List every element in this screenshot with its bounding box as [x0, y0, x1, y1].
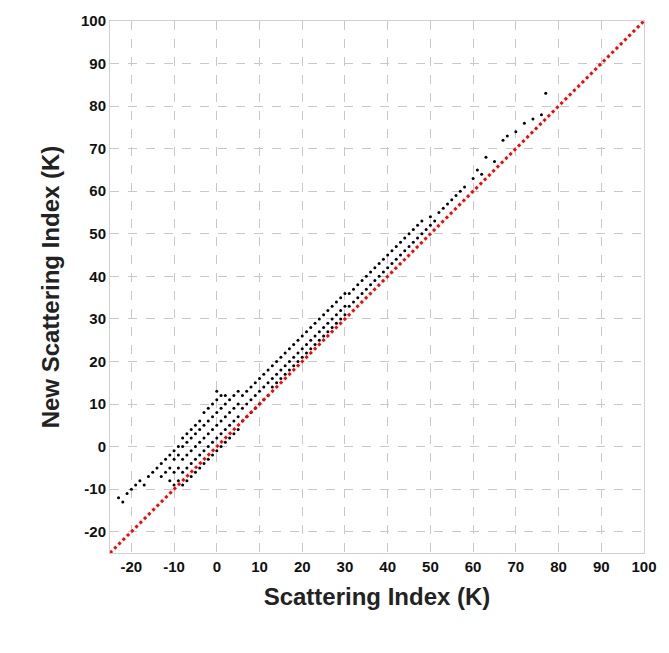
- svg-text:30: 30: [89, 310, 106, 327]
- svg-text:40: 40: [379, 558, 396, 575]
- svg-text:80: 80: [550, 558, 567, 575]
- svg-text:0: 0: [98, 438, 106, 455]
- svg-text:80: 80: [89, 97, 106, 114]
- svg-text:Scattering Index (K): Scattering Index (K): [264, 583, 491, 610]
- svg-text:40: 40: [89, 268, 106, 285]
- svg-text:-20: -20: [84, 523, 106, 540]
- svg-text:-10: -10: [84, 480, 106, 497]
- svg-text:70: 70: [89, 140, 106, 157]
- svg-text:10: 10: [251, 558, 268, 575]
- svg-text:90: 90: [593, 558, 610, 575]
- svg-text:70: 70: [507, 558, 524, 575]
- svg-text:50: 50: [89, 225, 106, 242]
- svg-text:60: 60: [89, 182, 106, 199]
- svg-text:-10: -10: [163, 558, 185, 575]
- svg-text:100: 100: [631, 558, 656, 575]
- svg-text:100: 100: [81, 12, 106, 29]
- svg-text:10: 10: [89, 395, 106, 412]
- svg-text:New Scattering Index (K): New Scattering Index (K): [37, 146, 64, 429]
- svg-text:-20: -20: [121, 558, 143, 575]
- svg-text:90: 90: [89, 55, 106, 72]
- svg-text:50: 50: [422, 558, 439, 575]
- svg-text:20: 20: [89, 353, 106, 370]
- svg-text:60: 60: [465, 558, 482, 575]
- svg-text:30: 30: [337, 558, 354, 575]
- svg-text:20: 20: [294, 558, 311, 575]
- svg-text:0: 0: [213, 558, 221, 575]
